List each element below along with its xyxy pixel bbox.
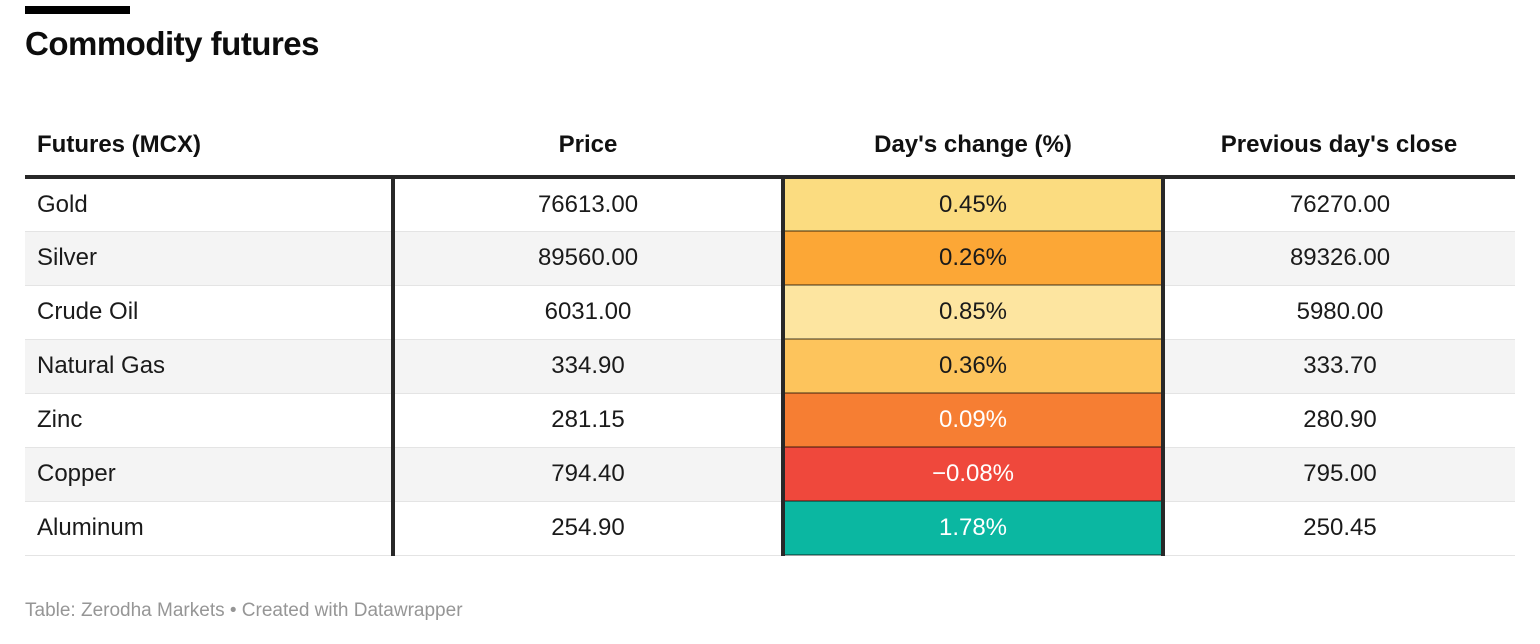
prev-close-value: 89326.00 bbox=[1163, 231, 1515, 286]
column-header-change: Day's change (%) bbox=[783, 115, 1163, 179]
day-change-cell: 0.09% bbox=[781, 393, 1165, 448]
table-row-zinc: Zinc 281.15 0.09% 280.90 bbox=[25, 393, 1515, 448]
table-row-copper: Copper 794.40 −0.08% 795.00 bbox=[25, 447, 1515, 502]
day-change-cell: 1.78% bbox=[781, 501, 1165, 556]
futures-name: Natural Gas bbox=[25, 339, 393, 394]
day-change-cell: 0.45% bbox=[781, 177, 1165, 232]
commodity-table: Futures (MCX) Price Day's change (%) Pre… bbox=[25, 115, 1515, 556]
futures-name: Crude Oil bbox=[25, 285, 393, 340]
table-row-natural-gas: Natural Gas 334.90 0.36% 333.70 bbox=[25, 339, 1515, 394]
prev-close-value: 76270.00 bbox=[1163, 177, 1515, 232]
table-row-aluminum: Aluminum 254.90 1.78% 250.45 bbox=[25, 501, 1515, 556]
futures-name: Copper bbox=[25, 447, 393, 502]
day-change-cell: −0.08% bbox=[781, 447, 1165, 502]
prev-close-value: 5980.00 bbox=[1163, 285, 1515, 340]
day-change-cell: 0.26% bbox=[781, 231, 1165, 286]
price-value: 89560.00 bbox=[391, 231, 783, 286]
day-change-cell: 0.85% bbox=[781, 285, 1165, 340]
futures-name: Gold bbox=[25, 177, 393, 232]
price-value: 6031.00 bbox=[391, 285, 783, 340]
table-row-crude-oil: Crude Oil 6031.00 0.85% 5980.00 bbox=[25, 285, 1515, 340]
price-value: 281.15 bbox=[391, 393, 783, 448]
prev-close-value: 333.70 bbox=[1163, 339, 1515, 394]
futures-name: Aluminum bbox=[25, 501, 393, 556]
table-body: Gold 76613.00 0.45% 76270.00 Silver 8956… bbox=[25, 177, 1515, 556]
header-row: Futures (MCX) Price Day's change (%) Pre… bbox=[25, 115, 1515, 179]
table-header: Futures (MCX) Price Day's change (%) Pre… bbox=[25, 115, 1515, 179]
column-header-price: Price bbox=[393, 115, 783, 179]
price-value: 254.90 bbox=[391, 501, 783, 556]
table-row-gold: Gold 76613.00 0.45% 76270.00 bbox=[25, 177, 1515, 232]
price-value: 334.90 bbox=[391, 339, 783, 394]
commodity-futures-page: Commodity futures Futures (MCX) Price Da… bbox=[25, 6, 1515, 621]
column-header-prev-close: Previous day's close bbox=[1163, 115, 1515, 179]
price-value: 794.40 bbox=[391, 447, 783, 502]
prev-close-value: 795.00 bbox=[1163, 447, 1515, 502]
prev-close-value: 280.90 bbox=[1163, 393, 1515, 448]
source-attribution: Table: Zerodha Markets • Created with Da… bbox=[25, 600, 463, 621]
futures-name: Silver bbox=[25, 231, 393, 286]
top-left-brand-bar bbox=[25, 6, 130, 14]
column-header-futures: Futures (MCX) bbox=[25, 115, 393, 179]
price-value: 76613.00 bbox=[391, 177, 783, 232]
page-title: Commodity futures bbox=[25, 25, 320, 62]
prev-close-value: 250.45 bbox=[1163, 501, 1515, 556]
table-row-silver: Silver 89560.00 0.26% 89326.00 bbox=[25, 231, 1515, 286]
futures-name: Zinc bbox=[25, 393, 393, 448]
day-change-cell: 0.36% bbox=[781, 339, 1165, 394]
